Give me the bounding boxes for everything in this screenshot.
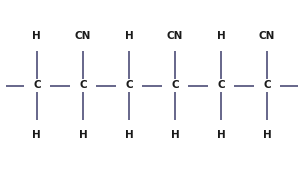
Text: H: H [217,31,226,41]
Text: CN: CN [259,31,275,41]
Text: CN: CN [167,31,183,41]
Text: H: H [33,130,41,140]
Text: H: H [125,31,133,41]
Text: C: C [217,81,225,90]
Text: C: C [171,81,179,90]
Text: H: H [171,130,179,140]
Text: CN: CN [75,31,91,41]
Text: C: C [79,81,87,90]
Text: H: H [217,130,226,140]
Text: C: C [263,81,271,90]
Text: H: H [33,31,41,41]
Text: C: C [33,81,41,90]
Text: C: C [125,81,133,90]
Text: H: H [125,130,133,140]
Text: H: H [78,130,87,140]
Text: H: H [263,130,271,140]
